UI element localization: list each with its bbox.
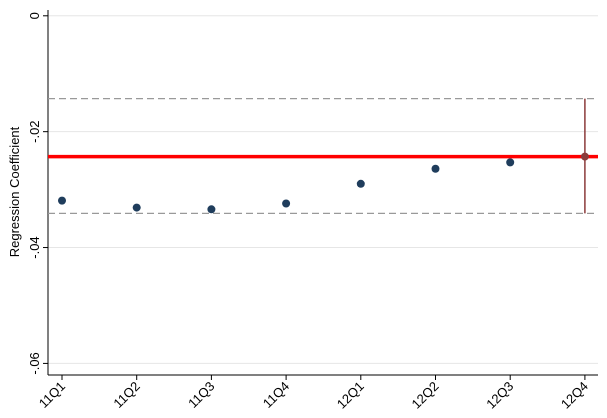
y-axis-label: Regression Coefficient [7, 126, 22, 257]
point [431, 164, 440, 173]
point [207, 205, 216, 214]
y-tick-label: -.04 [27, 236, 42, 258]
point [506, 158, 515, 167]
y-tick-label: 0 [27, 12, 42, 19]
point [356, 179, 365, 188]
y-tick-label: -.02 [27, 120, 42, 142]
y-tick-label: -.06 [27, 352, 42, 374]
point [282, 199, 291, 208]
point [580, 152, 589, 161]
point [132, 203, 141, 212]
point [58, 196, 66, 205]
